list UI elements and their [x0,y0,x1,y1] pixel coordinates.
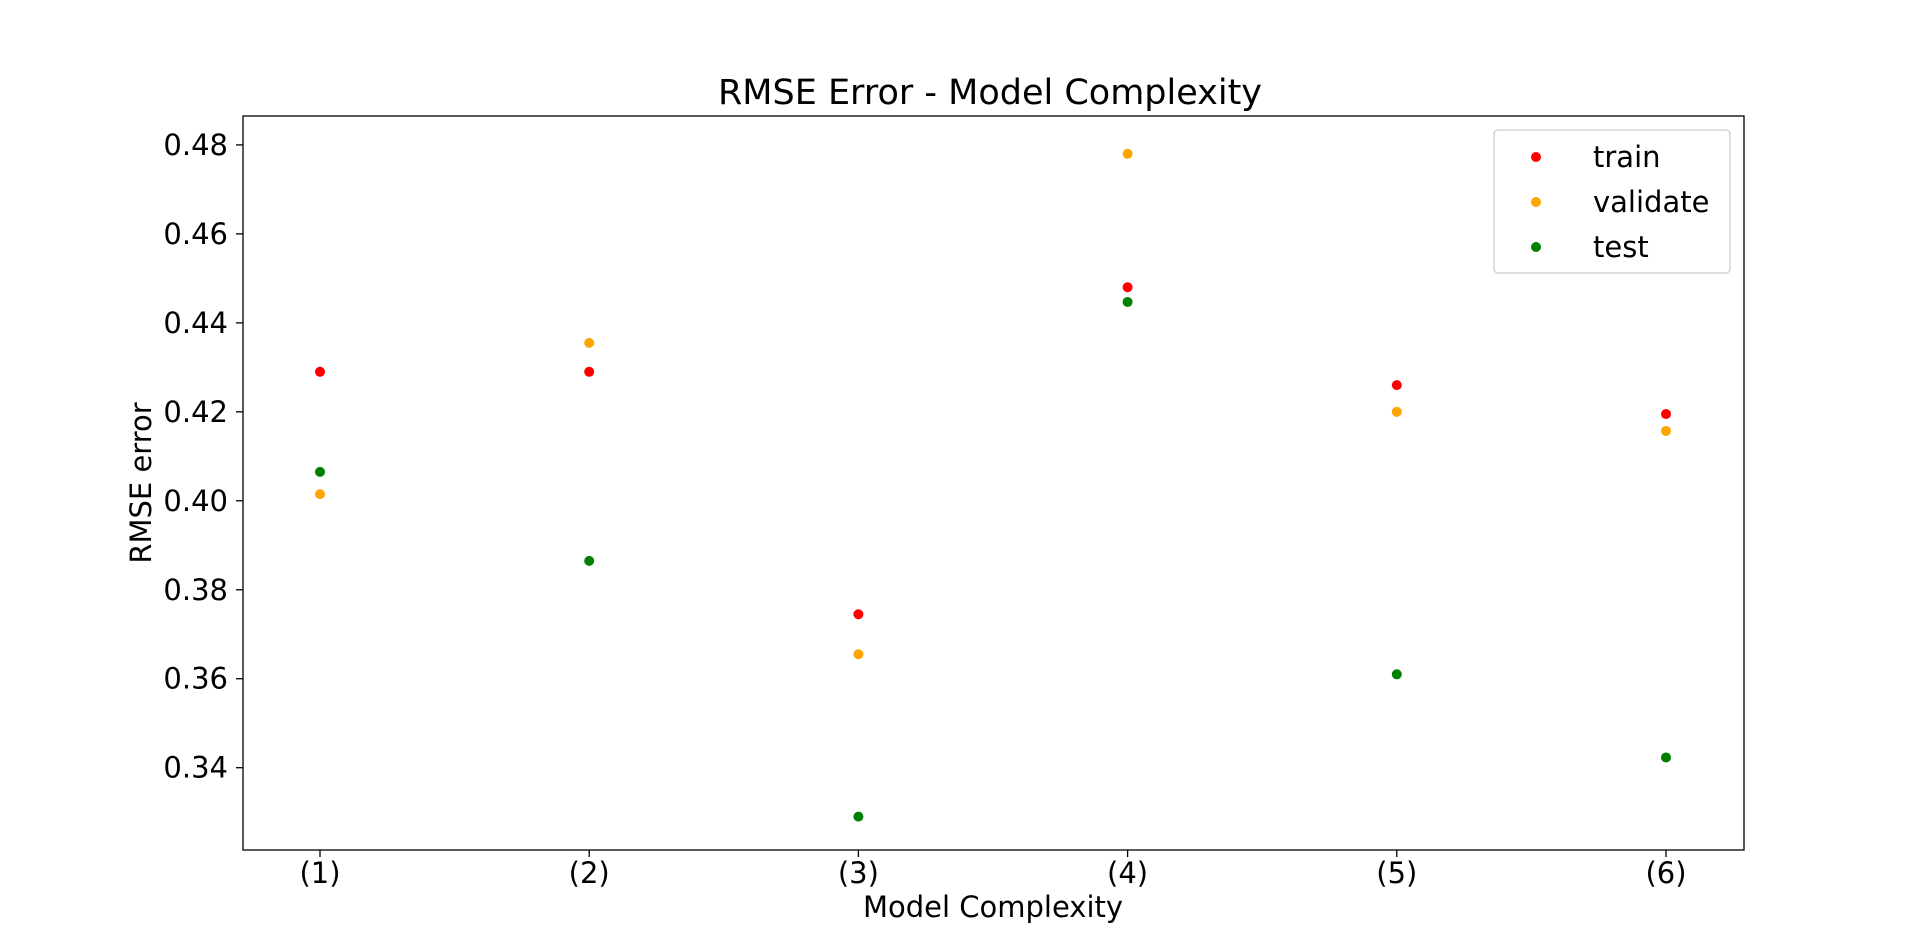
point-train [853,609,864,620]
point-train [1391,380,1402,391]
chart-title: RMSE Error - Model Complexity [718,73,1262,113]
point-validate [1391,406,1402,417]
y-axis-label: RMSE error [124,402,158,563]
legend-label-validate: validate [1593,185,1709,219]
y-tick-label: 0.40 [163,484,228,518]
x-tick-label: (2) [569,856,610,890]
point-test [1391,669,1402,680]
point-validate [584,337,595,348]
legend-label-train: train [1593,140,1661,174]
point-test [1122,296,1133,307]
point-validate [315,489,325,500]
x-axis-label: Model Complexity [863,890,1123,924]
x-tick-label: (6) [1645,856,1686,890]
point-validate [1661,425,1671,436]
y-tick-label: 0.46 [163,217,228,251]
legend-marker-train [1531,152,1541,162]
x-tick-label: (4) [1107,856,1148,890]
y-tick-label: 0.44 [163,306,228,340]
y-axis-ticks: 0.34 0.36 0.38 0.40 0.42 0.44 0.46 0.48 [163,128,243,785]
legend-frame [1493,129,1731,274]
point-test [853,811,864,822]
y-tick-label: 0.48 [163,128,228,162]
x-tick-label: (1) [299,856,340,890]
legend-label-test: test [1593,230,1649,264]
y-tick-label: 0.34 [163,751,228,785]
point-validate [853,649,864,660]
point-train [315,366,325,377]
legend-marker-validate [1531,197,1541,207]
y-tick-label: 0.36 [163,662,228,696]
x-tick-label: (5) [1376,856,1417,890]
legend-marker-test [1531,242,1541,252]
point-test [315,466,325,477]
legend: train validate test [1493,129,1731,274]
point-test [584,555,595,566]
x-tick-label: (3) [838,856,879,890]
y-tick-label: 0.38 [163,573,228,607]
point-test [1661,752,1671,763]
point-validate [1122,148,1133,159]
data-points [315,148,1671,822]
point-train [584,366,595,377]
point-train [1122,282,1133,293]
x-axis-ticks: (1) (2) (3) (4) (5) (6) [299,850,1687,890]
point-train [1661,409,1671,420]
plot-frame [242,115,1745,851]
y-tick-label: 0.42 [163,395,228,429]
